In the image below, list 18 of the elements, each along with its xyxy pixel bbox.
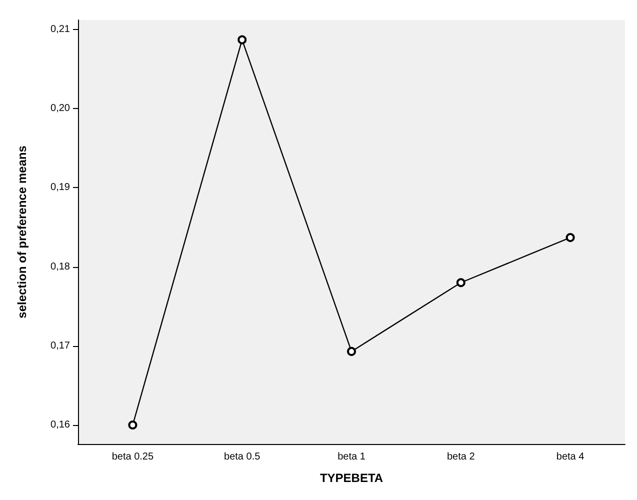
- x-tick-label: beta 0.5: [224, 452, 261, 462]
- x-axis-title: TYPEBETA: [320, 471, 384, 485]
- point: [566, 233, 575, 242]
- x-tick-label: beta 1: [338, 452, 366, 462]
- y-tick-label: 0,17: [50, 340, 70, 352]
- x-tick-label: beta 2: [446, 452, 476, 462]
- point: [128, 420, 138, 430]
- point: [456, 278, 466, 288]
- y-tick-label: 0,21: [50, 24, 70, 35]
- y-tick-label: 0,20: [50, 103, 70, 114]
- x-tick-label: beta 4: [556, 452, 585, 462]
- y-tick-label: 0,19: [50, 182, 70, 194]
- x-tick-label: beta 0.25: [112, 452, 154, 462]
- y-axis-title: selection of preference means: [15, 145, 29, 318]
- point: [347, 346, 356, 356]
- point: [238, 35, 247, 44]
- y-tick-label: 0,16: [50, 420, 70, 431]
- y-tick-label: 0,18: [50, 261, 70, 272]
